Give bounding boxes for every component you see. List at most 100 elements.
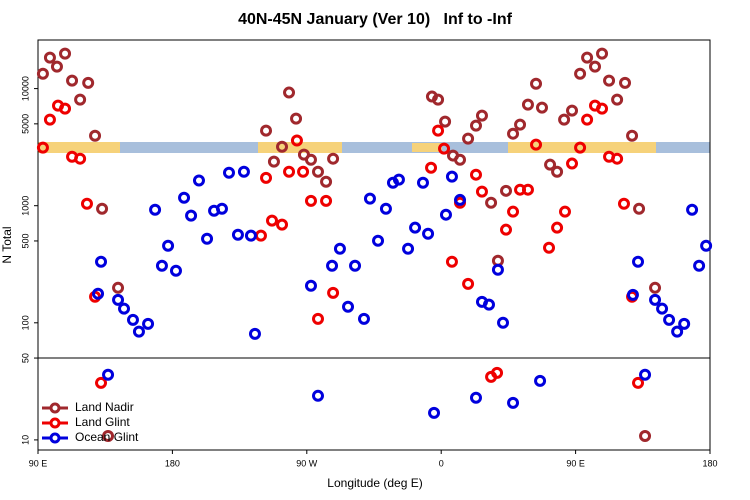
point [126,313,139,326]
legend-marker [49,417,61,429]
point [402,242,415,255]
point [304,194,317,207]
point [507,127,520,140]
point [312,312,324,325]
point [82,76,95,89]
point [626,288,639,301]
point [320,175,333,188]
point [231,228,244,241]
point [438,142,451,155]
point [155,259,168,272]
y-tick-label: 50 [20,353,30,363]
legend-marker [49,402,61,414]
point [416,176,429,189]
point [507,205,520,218]
point [304,153,317,166]
x-axis-label: Longitude (deg E) [327,476,422,490]
point [89,129,102,142]
point [201,232,214,245]
point [639,368,652,381]
point [454,153,467,166]
point [43,113,56,126]
point [534,374,547,387]
point [514,118,527,131]
point [267,155,280,168]
point [574,67,587,80]
point [36,67,49,80]
point [363,192,376,205]
point [566,104,579,117]
point [574,141,587,154]
x-tick-label: 90 E [566,458,585,468]
point [428,406,441,419]
point [185,209,198,222]
map-strip [38,142,710,153]
point [80,197,93,210]
point [581,113,594,126]
point [372,234,385,247]
x-tick-label: 90 W [296,458,318,468]
point [626,129,639,142]
point [357,312,370,325]
point [425,161,438,174]
point [326,259,339,272]
point [312,165,324,178]
point [462,132,475,145]
point [639,429,652,442]
point [349,259,362,272]
point [543,241,556,254]
point [581,51,594,64]
point [649,281,662,294]
point [536,101,548,114]
y-tick-label: 500 [20,233,30,248]
point [596,47,609,60]
point [162,239,175,252]
point [507,396,520,409]
point [445,170,458,183]
point [475,109,488,122]
point [290,134,303,147]
point [392,173,405,186]
point [74,93,87,106]
y-tick-label: 10 [20,435,30,445]
x-tick-label: 0 [439,458,444,468]
point [632,255,645,268]
point [276,218,289,231]
point [663,313,676,326]
point [530,77,543,90]
point [409,221,422,234]
point [178,191,191,204]
point [445,255,458,268]
point [475,185,488,198]
point [693,259,706,272]
point [469,119,482,132]
point [283,165,296,178]
point [132,325,145,338]
legend-marker [49,432,61,444]
point [169,264,182,277]
point [432,124,445,137]
point [266,214,279,227]
x-tick-label: 90 E [29,458,48,468]
point [551,221,564,234]
point [260,124,273,137]
point [379,202,392,215]
point [290,112,303,125]
point [462,277,475,290]
point [283,86,296,99]
point [439,115,452,128]
point [521,98,534,111]
point [59,47,72,60]
point [500,223,513,236]
point [248,327,261,340]
point [92,287,105,300]
legend-label: Land Nadir [75,400,134,414]
point [686,203,699,216]
point [439,208,452,221]
point [96,202,109,215]
point [432,93,445,106]
point [50,60,63,73]
point [244,229,257,242]
point [469,391,482,404]
